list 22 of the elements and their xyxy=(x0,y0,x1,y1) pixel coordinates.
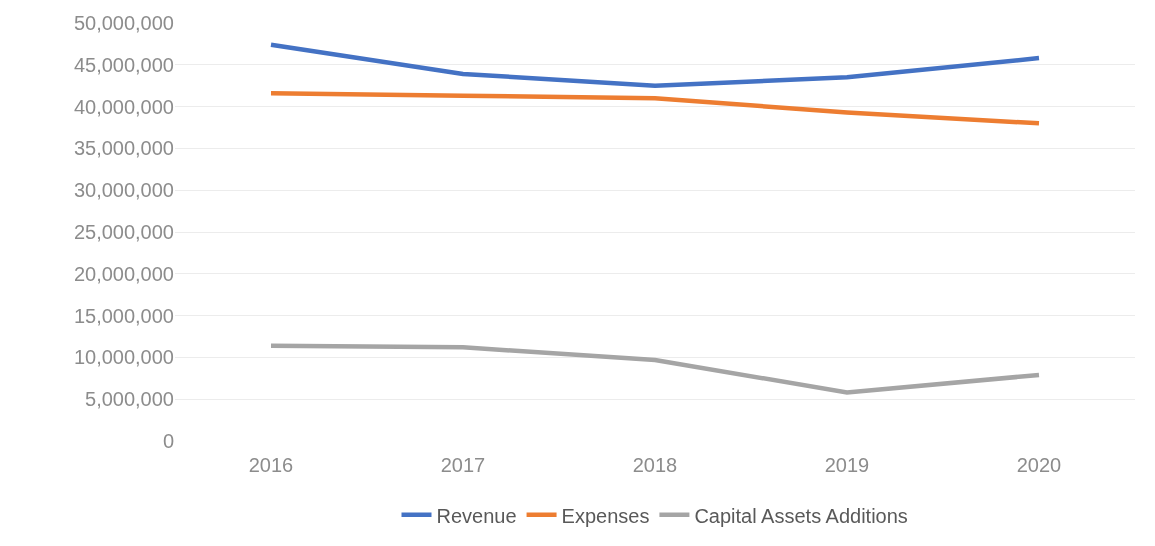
line-series xyxy=(268,42,1042,88)
y-tick-label: 10,000,000 xyxy=(73,346,174,369)
legend-label: Expenses xyxy=(561,504,650,527)
x-tick-label: 2016 xyxy=(248,454,294,476)
line-series xyxy=(268,343,1042,395)
x-tick-label: 2020 xyxy=(1016,454,1062,476)
y-tick-label: 40,000,000 xyxy=(73,95,174,118)
y-tick-label: 50,000,000 xyxy=(73,12,174,34)
y-tick-label: 5,000,000 xyxy=(85,388,174,411)
x-tick-label: 2017 xyxy=(440,454,486,476)
y-tick-label: 25,000,000 xyxy=(73,221,174,243)
y-tick-label: 0 xyxy=(162,430,174,452)
x-tick-label: 2019 xyxy=(824,454,870,476)
x-tick-label: 2018 xyxy=(632,454,678,476)
y-tick-label: 15,000,000 xyxy=(73,304,174,327)
y-tick-label: 35,000,000 xyxy=(73,137,174,160)
line-series xyxy=(268,90,1042,126)
legend-label: Revenue xyxy=(436,504,517,527)
legend-label: Capital Assets Additions xyxy=(694,504,908,527)
y-tick-label: 45,000,000 xyxy=(73,53,174,76)
y-tick-label: 30,000,000 xyxy=(73,179,174,202)
y-tick-label: 20,000,000 xyxy=(73,262,174,285)
